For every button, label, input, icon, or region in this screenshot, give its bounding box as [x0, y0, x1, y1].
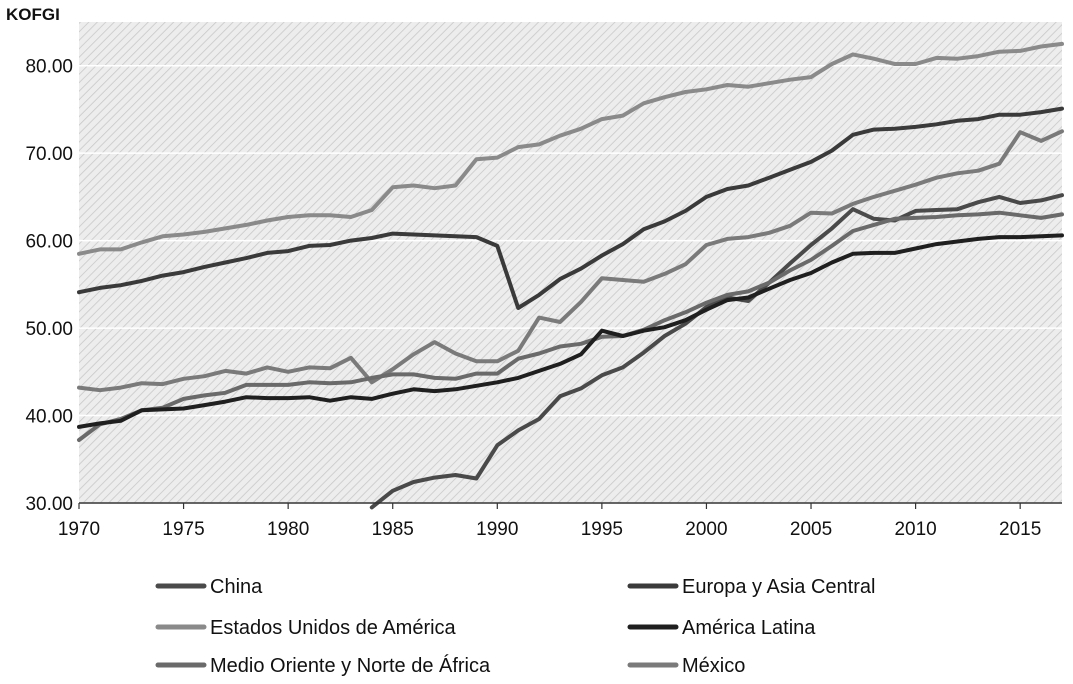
legend-label-america-latina: América Latina — [682, 617, 816, 639]
legend-label-estados-unidos-de-america: Estados Unidos de América — [210, 617, 457, 639]
plot-area — [79, 22, 1062, 503]
series-line-estados-unidos-de-america — [77, 41, 1064, 256]
legend-label-europa-y-asia-central: Europa y Asia Central — [682, 576, 875, 598]
x-tick-label-1975: 1975 — [162, 519, 204, 540]
x-tick-label-2015: 2015 — [999, 519, 1041, 540]
x-tick-label-2000: 2000 — [685, 519, 727, 540]
x-tick-label-1995: 1995 — [581, 519, 623, 540]
x-tick-label-1985: 1985 — [372, 519, 414, 540]
legend: China Europa y Asia Central Estados Unidos… — [155, 576, 875, 677]
legend-label-mexico: México — [682, 655, 745, 677]
y-axis-ticks: 30.00 40.00 50.00 60.00 70.00 80.00 — [25, 57, 73, 515]
y-tick-label-40: 40.00 — [25, 407, 73, 428]
series-line-europa-y-asia-central — [77, 106, 1064, 310]
legend-label-medio-oriente-y-norte-de-africa: Medio Oriente y Norte de África — [210, 654, 491, 677]
x-tick-label-1980: 1980 — [267, 519, 309, 540]
series-line-china — [369, 193, 1064, 510]
y-axis-label: KOFGI — [6, 5, 60, 24]
y-tick-label-60: 60.00 — [25, 232, 73, 253]
series-lines — [77, 41, 1064, 510]
y-tick-label-70: 70.00 — [25, 144, 73, 165]
series-line-america-latina — [77, 233, 1064, 429]
x-tick-label-1970: 1970 — [58, 519, 100, 540]
y-tick-label-50: 50.00 — [25, 319, 73, 340]
x-tick-label-2010: 2010 — [894, 519, 936, 540]
x-axis-ticks: 1970 1975 1980 1985 1990 1995 2000 2005 2010 2015 — [58, 503, 1041, 540]
series-line-medio-oriente-y-norte-de-africa — [77, 210, 1064, 442]
series-line-mexico — [77, 129, 1064, 393]
y-tick-label-80: 80.00 — [25, 57, 73, 78]
x-tick-label-2005: 2005 — [790, 519, 832, 540]
legend-label-china: China — [210, 576, 263, 598]
x-tick-label-1990: 1990 — [476, 519, 518, 540]
y-tick-label-30: 30.00 — [25, 494, 73, 515]
